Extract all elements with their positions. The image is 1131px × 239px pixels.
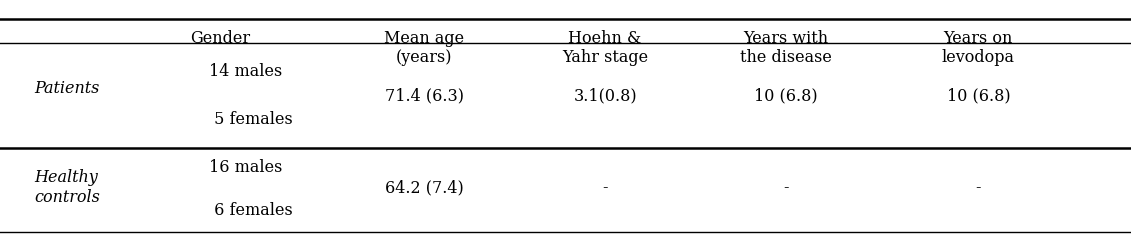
Text: Mean age
(years): Mean age (years) — [385, 30, 464, 66]
Text: 14 males: 14 males — [209, 63, 283, 80]
Text: Years with
the disease: Years with the disease — [740, 30, 832, 66]
Text: 10 (6.8): 10 (6.8) — [754, 87, 818, 104]
Text: 5 females: 5 females — [209, 111, 293, 128]
Text: 64.2 (7.4): 64.2 (7.4) — [385, 179, 464, 196]
Text: -: - — [784, 179, 788, 196]
Text: Healthy
controls: Healthy controls — [34, 169, 100, 206]
Text: 10 (6.8): 10 (6.8) — [947, 87, 1010, 104]
Text: Years on
levodopa: Years on levodopa — [942, 30, 1015, 66]
Text: 16 males: 16 males — [209, 159, 283, 176]
Text: Gender: Gender — [190, 30, 251, 47]
Text: 3.1(0.8): 3.1(0.8) — [573, 87, 637, 104]
Text: Patients: Patients — [34, 80, 100, 97]
Text: -: - — [976, 179, 981, 196]
Text: -: - — [603, 179, 607, 196]
Text: 71.4 (6.3): 71.4 (6.3) — [385, 87, 464, 104]
Text: Hoehn &
Yahr stage: Hoehn & Yahr stage — [562, 30, 648, 66]
Text: 6 females: 6 females — [209, 202, 293, 219]
